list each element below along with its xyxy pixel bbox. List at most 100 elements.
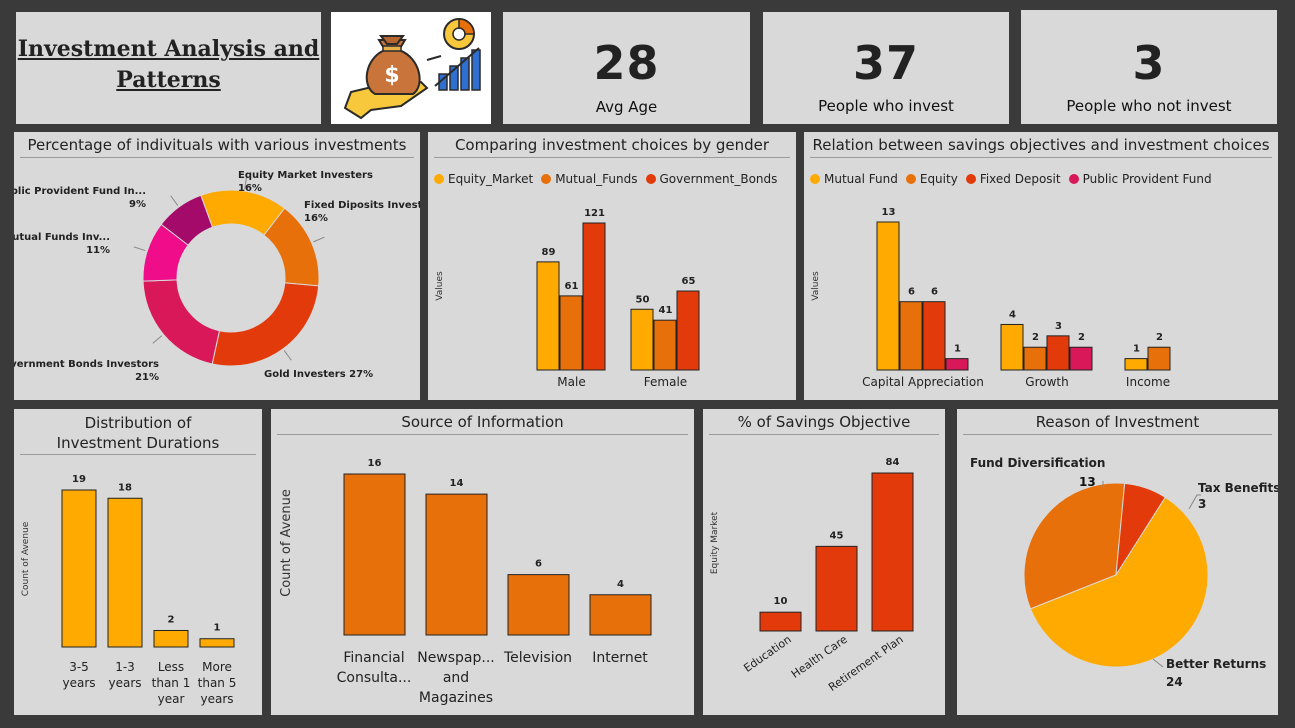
bar bbox=[153, 629, 189, 648]
chart-title: % of Savings Objective bbox=[737, 413, 911, 431]
svg-text:$: $ bbox=[384, 63, 399, 88]
kpi-value: 3 bbox=[1132, 36, 1166, 90]
data-label: 6 bbox=[908, 287, 915, 298]
data-label: 2 bbox=[1032, 332, 1039, 343]
bar bbox=[630, 308, 654, 371]
leader-line bbox=[133, 246, 146, 252]
kpi-avg-age: 28 Avg Age bbox=[503, 12, 750, 124]
pie-slice bbox=[1023, 482, 1126, 610]
objectives-bar-chart: 13 6 6 1 Capital Appreciation 4 2 3 2 Growth 1 2 Inc… bbox=[811, 207, 1171, 389]
data-label: 4 bbox=[1009, 309, 1016, 320]
slice-label: Tax Benefits 3 bbox=[1198, 481, 1278, 511]
data-label: 19 bbox=[72, 474, 86, 485]
data-label: 41 bbox=[659, 305, 673, 316]
data-label: 121 bbox=[584, 208, 605, 219]
bar bbox=[425, 493, 488, 636]
legend-item[interactable]: Mutual_Funds bbox=[541, 172, 638, 186]
legend-item[interactable]: Equity bbox=[905, 172, 958, 186]
bar bbox=[899, 301, 923, 371]
bar bbox=[589, 594, 652, 636]
slice-label: Public Provident Fund In...9% bbox=[14, 186, 146, 210]
leader-line bbox=[170, 195, 179, 206]
category-label: Growth bbox=[1025, 375, 1068, 389]
gender-panel: Comparing investment choices by gender E… bbox=[428, 132, 796, 400]
category-label: Newspap... and Magazines bbox=[417, 650, 495, 706]
donut-chart: Equity Market Investers 16% Fixed Diposits… bbox=[14, 170, 420, 383]
reason-pie-chart: Fund Diversification 13 Tax Benefits 3 Bette… bbox=[970, 456, 1278, 689]
bar bbox=[61, 489, 97, 648]
y-axis-label: Count of Avenue bbox=[21, 521, 31, 596]
slice-label: Mutual Funds Inv...11% bbox=[14, 232, 110, 256]
reason-panel: Reason of Investment Fund Diversificatio… bbox=[957, 409, 1278, 715]
leader-line bbox=[313, 236, 325, 243]
data-label: 13 bbox=[882, 207, 896, 218]
kpi-people-not-invest: 3 People who not invest bbox=[1021, 10, 1277, 124]
investment-logo-icon: $ bbox=[343, 18, 481, 120]
bar bbox=[945, 358, 969, 371]
durations-bar-chart: 19 18 2 1 Count of Avenue 3-5 years 1-3 years Les… bbox=[21, 474, 237, 706]
kpi-value: 37 bbox=[852, 36, 919, 90]
bar bbox=[582, 222, 606, 371]
slice-value: 13 bbox=[1079, 475, 1096, 489]
legend-item[interactable]: Public Provident Fund bbox=[1068, 172, 1212, 186]
legend-item[interactable]: Mutual Fund bbox=[810, 172, 898, 186]
data-label: 61 bbox=[565, 281, 579, 292]
leader-line bbox=[1152, 658, 1164, 668]
bar bbox=[653, 319, 677, 371]
bar bbox=[1124, 358, 1148, 371]
category-label: Female bbox=[644, 375, 687, 389]
slice-label: Equity Market Investers 16% bbox=[238, 170, 373, 194]
bar bbox=[107, 497, 143, 648]
data-label: 10 bbox=[774, 596, 788, 607]
bar bbox=[676, 290, 700, 371]
data-label: 18 bbox=[118, 482, 132, 493]
category-label: More than 5 years bbox=[198, 660, 237, 706]
legend-item[interactable]: Fixed Deposit bbox=[965, 172, 1061, 186]
data-label: 6 bbox=[535, 559, 542, 570]
category-label: Financial Consulta... bbox=[337, 650, 412, 686]
donut-slice bbox=[142, 279, 221, 365]
data-label: 2 bbox=[168, 614, 175, 625]
bar bbox=[1046, 335, 1070, 371]
legend: Mutual Fund Equity Fixed Deposit Public … bbox=[810, 172, 1212, 186]
kpi-label: Avg Age bbox=[595, 98, 658, 116]
bar bbox=[922, 301, 946, 371]
bar bbox=[871, 472, 914, 632]
donut-slice bbox=[211, 282, 320, 367]
data-label: 14 bbox=[450, 478, 464, 489]
category-label: Income bbox=[1126, 375, 1170, 389]
bar bbox=[343, 473, 406, 636]
bar bbox=[815, 545, 858, 632]
objectives-panel: Relation between savings objectives and … bbox=[804, 132, 1278, 400]
kpi-people-invest: 37 People who invest bbox=[763, 12, 1009, 124]
chart-title: Relation between savings objectives and … bbox=[812, 136, 1270, 154]
data-label: 65 bbox=[682, 276, 696, 287]
chart-title: Distribution of Investment Durations bbox=[56, 414, 220, 452]
pie-slice bbox=[1029, 496, 1209, 668]
data-label: 89 bbox=[542, 247, 556, 258]
bar bbox=[1000, 323, 1024, 371]
chart-title: Comparing investment choices by gender bbox=[454, 136, 770, 154]
y-axis-label: Count of Avenue bbox=[279, 489, 294, 597]
chart-title: Source of Information bbox=[401, 413, 564, 431]
data-label: 16 bbox=[368, 458, 382, 469]
legend-item[interactable]: Equity_Market bbox=[434, 172, 533, 186]
data-label: 45 bbox=[830, 530, 844, 541]
category-label: Less than 1 year bbox=[152, 660, 191, 706]
legend-item[interactable]: Government_Bonds bbox=[645, 172, 777, 186]
donut-panel: Percentage of indivituals with various i… bbox=[14, 132, 420, 400]
kpi-label: People who invest bbox=[818, 97, 954, 115]
bar bbox=[1147, 346, 1171, 371]
category-label: 1-3 years bbox=[108, 660, 141, 690]
leader-line bbox=[152, 335, 163, 344]
durations-panel: Distribution of Investment Durations 19 1… bbox=[14, 409, 262, 715]
bar bbox=[559, 295, 583, 371]
slice-label: Fund Diversification bbox=[970, 456, 1105, 470]
data-label: 2 bbox=[1156, 332, 1163, 343]
source-panel: Source of Information 16 14 6 4 Count of Ave… bbox=[271, 409, 694, 715]
kpi-label: People who not invest bbox=[1066, 97, 1232, 115]
data-label: 6 bbox=[931, 287, 938, 298]
